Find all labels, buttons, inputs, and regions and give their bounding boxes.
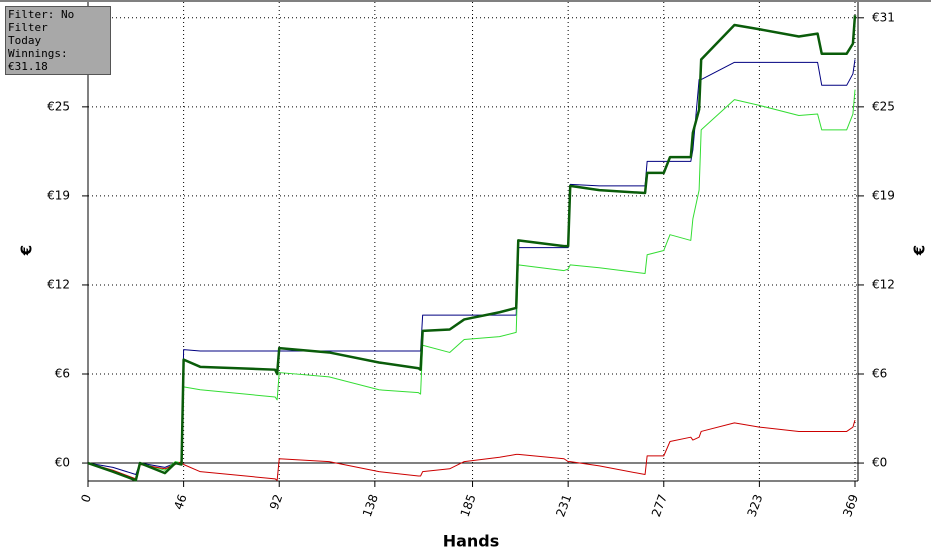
y2-tick-label: €25 [872, 99, 895, 113]
y2-tick-label: €12 [872, 277, 895, 291]
x-tick-label: 138 [360, 492, 381, 518]
info-box: Filter: No Filter Today Winnings: €31.18 [5, 6, 111, 75]
x-tick-label: 92 [267, 492, 285, 511]
info-filter: Filter: No Filter [8, 8, 75, 34]
x-tick-label: 277 [649, 492, 670, 518]
y2-tick-label: €0 [872, 456, 887, 470]
y2-tick-label: €6 [872, 366, 887, 380]
y2-axis-label: € [911, 245, 929, 256]
x-axis-label: Hands [443, 532, 500, 551]
series-line [87, 419, 856, 481]
y-tick-label: €6 [55, 366, 70, 380]
y-tick-label: €25 [47, 99, 70, 113]
y-tick-label: €0 [55, 456, 70, 470]
x-tick-label: 369 [840, 492, 861, 518]
series-line [87, 15, 857, 482]
series-line [87, 59, 856, 476]
info-period: Today [8, 34, 42, 47]
series-line [87, 89, 856, 480]
x-tick-label: 46 [171, 492, 189, 511]
info-winnings: Winnings: €31.18 [8, 47, 68, 73]
y-axis-label: € [18, 245, 36, 256]
x-tick-label: 0 [78, 492, 94, 504]
y-tick-label: €19 [47, 188, 70, 202]
x-tick-label: 323 [745, 492, 766, 518]
x-tick-label: 231 [553, 492, 574, 518]
y2-tick-label: €31 [872, 10, 895, 24]
y2-tick-label: €19 [872, 188, 895, 202]
y-tick-label: €12 [47, 277, 70, 291]
x-tick-label: 185 [458, 492, 479, 518]
